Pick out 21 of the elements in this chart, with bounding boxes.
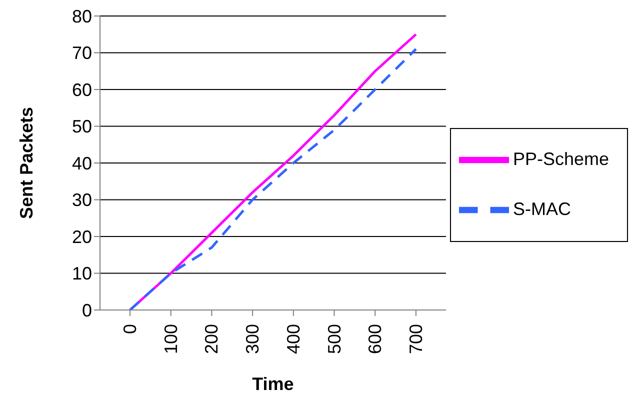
- y-tick-label: 0: [82, 300, 92, 320]
- x-tick-label: 500: [324, 324, 344, 354]
- y-tick-label: 30: [72, 190, 92, 210]
- y-tick-label: 20: [72, 226, 92, 247]
- x-tick-label: 200: [202, 324, 222, 354]
- x-tick-label: 400: [283, 324, 304, 354]
- y-tick-label: 70: [72, 43, 92, 64]
- x-tick-label: 600: [365, 324, 386, 354]
- x-tick-label: 700: [406, 324, 426, 354]
- y-axis-title: Sent Packets: [16, 106, 36, 220]
- y-tick-label: 50: [72, 116, 92, 137]
- x-tick-label: 0: [120, 324, 140, 334]
- y-tick-label: 40: [72, 153, 92, 174]
- y-tick-label: 60: [72, 80, 92, 100]
- y-tick-label: 10: [72, 264, 92, 284]
- x-tick-label: 300: [242, 324, 263, 354]
- x-tick-label: 100: [160, 324, 181, 354]
- y-tick-label: 80: [72, 6, 92, 26]
- x-axis-title: Time: [252, 374, 294, 394]
- legend-label: PP-Scheme: [512, 148, 609, 169]
- legend-label: S-MAC: [512, 198, 571, 219]
